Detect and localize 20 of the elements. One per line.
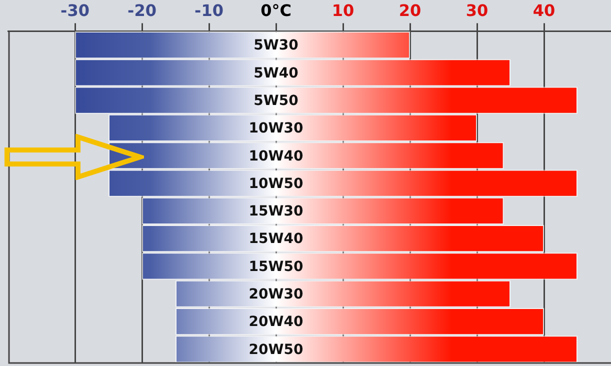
- y-tick-label: 10W40: [248, 148, 304, 164]
- y-tick-label: 5W40: [254, 65, 299, 82]
- x-tick-label: -30: [60, 0, 90, 20]
- y-tick-label: 15W50: [248, 258, 304, 275]
- y-tick-label: 10W30: [248, 120, 304, 137]
- x-tick-label: 30: [466, 0, 488, 20]
- x-tick-label: 20: [398, 0, 422, 20]
- y-tick-label: 15W30: [248, 204, 304, 220]
- y-tick-label: 15W40: [248, 231, 304, 248]
- y-tick-label: 20W50: [248, 342, 304, 358]
- y-tick-label: 10W50: [248, 176, 304, 192]
- x-tick-label: 10: [332, 0, 354, 20]
- x-tick-label: -10: [194, 0, 224, 20]
- y-tick-label: 5W50: [254, 92, 299, 109]
- y-tick-label: 20W40: [248, 314, 304, 330]
- x-tick-label: 0°C: [260, 0, 292, 20]
- y-tick-label: 5W30: [254, 38, 299, 54]
- x-tick-label: 40: [532, 0, 556, 20]
- x-tick-label: -20: [128, 0, 156, 20]
- y-tick-label: 20W30: [248, 286, 304, 303]
